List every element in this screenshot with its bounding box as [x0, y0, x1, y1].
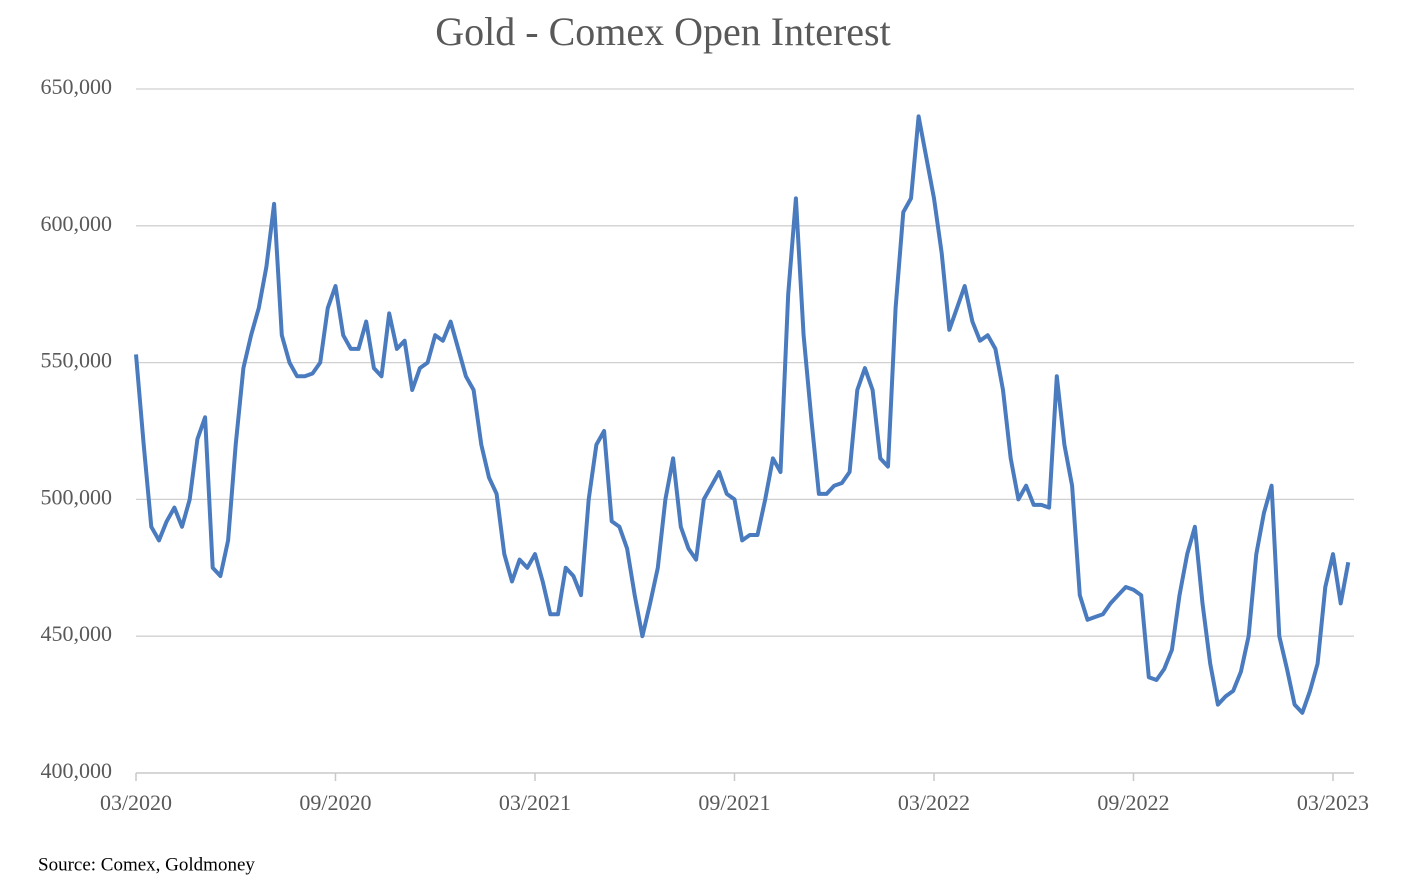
- x-tick-label: 03/2021: [499, 790, 571, 815]
- y-tick-label: 650,000: [41, 74, 113, 99]
- x-tick-label: 03/2023: [1297, 790, 1369, 815]
- y-tick-label: 400,000: [41, 758, 113, 783]
- y-tick-label: 450,000: [41, 621, 113, 646]
- data-line: [134, 114, 1351, 715]
- x-tick-label: 09/2020: [299, 790, 371, 815]
- x-tick-label: 09/2021: [698, 790, 770, 815]
- x-tick-label: 03/2020: [100, 790, 172, 815]
- x-tick-label: 09/2022: [1097, 790, 1169, 815]
- chart-title: Gold - Comex Open Interest: [435, 9, 890, 54]
- y-tick-label: 500,000: [41, 484, 113, 509]
- y-tick-label: 600,000: [41, 211, 113, 236]
- source-note: Source: Comex, Goldmoney: [38, 854, 255, 875]
- x-tick-label: 03/2022: [898, 790, 970, 815]
- y-tick-label: 550,000: [41, 348, 113, 373]
